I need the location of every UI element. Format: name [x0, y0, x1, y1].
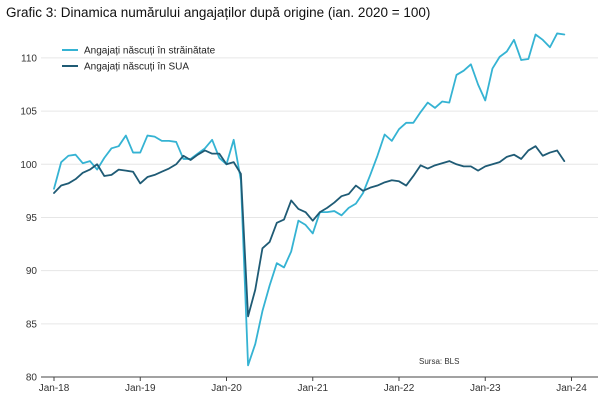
x-tick-label: Jan-23: [470, 383, 501, 394]
x-tick-label: Jan-24: [556, 383, 587, 394]
legend-label-2: Angajați născuți în SUA: [84, 62, 189, 73]
grid-layer: [41, 57, 598, 378]
y-tick-label: 80: [26, 373, 38, 384]
x-tick-label: Jan-20: [211, 383, 242, 394]
axis-layer: 80 85 90 95 100 105 110 Jan-18 Jan-19 Jan-20 Jan-2…: [20, 53, 598, 394]
y-tick-label: 95: [26, 213, 38, 224]
y-tick-label: 90: [26, 266, 38, 277]
x-tick-label: Jan-19: [125, 383, 156, 394]
source-note: Sursa: BLS: [419, 357, 459, 366]
series-line-2: [53, 145, 566, 318]
y-tick-label: 105: [20, 107, 37, 118]
x-tick-label: Jan-21: [297, 383, 328, 394]
y-tick-label: 100: [20, 160, 37, 171]
series-layer: [53, 32, 566, 367]
chart-title: Grafic 3: Dinamica numărului angajaților…: [6, 5, 431, 20]
legend-label-1: Angajați născuți în străinătate: [84, 46, 216, 57]
legend: Angajați născuți în străinătate Angajați …: [62, 46, 216, 73]
y-tick-label: 110: [21, 53, 37, 64]
series-line-1: [53, 32, 566, 367]
y-tick-label: 85: [26, 319, 38, 330]
x-tick-label: Jan-18: [39, 383, 70, 394]
x-tick-label: Jan-22: [384, 383, 415, 394]
